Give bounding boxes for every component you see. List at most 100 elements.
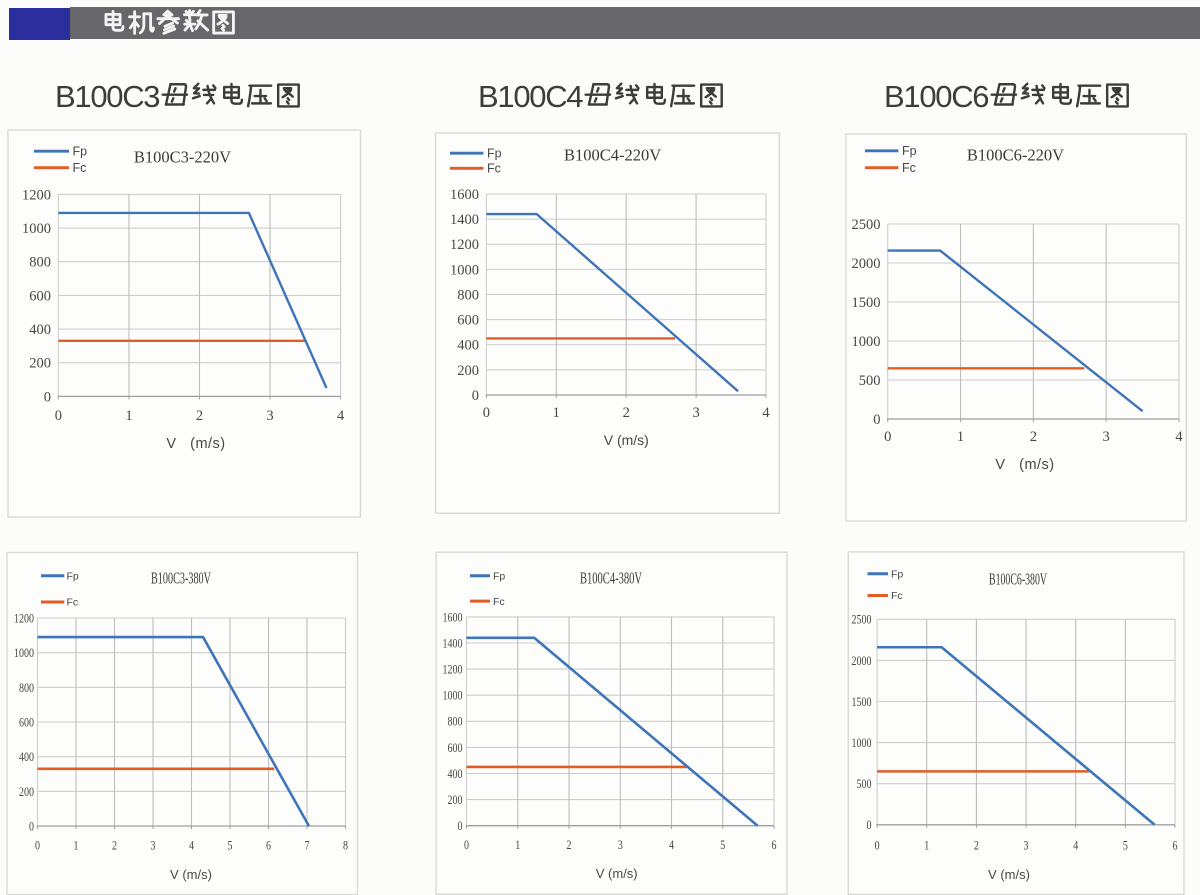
svg-text:0: 0 — [44, 389, 51, 405]
svg-text:800: 800 — [448, 714, 463, 729]
svg-text:V (m/s): V (m/s) — [596, 866, 638, 881]
svg-text:500: 500 — [859, 373, 881, 389]
svg-text:1500: 1500 — [852, 694, 872, 709]
svg-text:1200: 1200 — [450, 237, 479, 253]
svg-text:500: 500 — [857, 776, 872, 791]
svg-text:B100C4: B100C4 — [478, 79, 583, 114]
svg-text:4: 4 — [762, 405, 770, 421]
svg-text:400: 400 — [457, 338, 479, 354]
svg-text:400: 400 — [29, 322, 51, 338]
svg-text:1000: 1000 — [443, 688, 463, 703]
svg-text:V (m/s): V (m/s) — [988, 867, 1030, 882]
svg-text:0: 0 — [873, 412, 880, 428]
svg-text:600: 600 — [448, 740, 463, 755]
svg-text:1200: 1200 — [443, 662, 463, 677]
svg-text:200: 200 — [448, 792, 463, 807]
svg-text:1400: 1400 — [443, 635, 463, 650]
svg-text:Fp: Fp — [67, 570, 79, 582]
svg-text:1: 1 — [924, 838, 929, 853]
svg-text:4: 4 — [1073, 838, 1078, 853]
svg-text:8: 8 — [343, 838, 348, 853]
svg-text:1000: 1000 — [450, 262, 479, 278]
svg-text:B100C6: B100C6 — [884, 79, 988, 114]
svg-text:B100C6-220V: B100C6-220V — [967, 145, 1064, 164]
svg-text:1: 1 — [74, 838, 79, 853]
svg-text:0: 0 — [458, 818, 463, 833]
svg-text:B100C3: B100C3 — [55, 79, 159, 114]
svg-text:4: 4 — [669, 837, 674, 852]
svg-text:0: 0 — [35, 838, 40, 853]
svg-text:0: 0 — [867, 817, 872, 832]
svg-text:0: 0 — [875, 838, 880, 853]
svg-text:1400: 1400 — [450, 212, 479, 228]
svg-text:2: 2 — [623, 405, 630, 421]
svg-text:800: 800 — [457, 287, 479, 303]
svg-text:3: 3 — [266, 408, 273, 424]
svg-text:V (m/s): V (m/s) — [604, 432, 649, 448]
svg-text:200: 200 — [457, 363, 479, 379]
svg-text:3: 3 — [618, 837, 623, 852]
svg-text:1: 1 — [515, 837, 520, 852]
svg-text:V (m/s): V (m/s) — [995, 457, 1054, 473]
svg-text:0: 0 — [884, 429, 891, 445]
svg-text:600: 600 — [457, 313, 479, 329]
svg-text:1: 1 — [957, 429, 964, 445]
svg-text:0: 0 — [29, 818, 34, 833]
svg-text:Fp: Fp — [487, 147, 502, 161]
svg-text:2500: 2500 — [852, 217, 881, 233]
svg-text:5: 5 — [1123, 838, 1128, 853]
svg-text:Fp: Fp — [73, 145, 88, 159]
svg-text:1200: 1200 — [14, 610, 34, 625]
svg-text:1000: 1000 — [852, 334, 881, 350]
svg-text:B100C4-220V: B100C4-220V — [564, 145, 661, 164]
svg-text:Fc: Fc — [902, 161, 916, 175]
svg-text:1: 1 — [125, 408, 132, 424]
svg-text:2: 2 — [112, 838, 117, 853]
svg-text:4: 4 — [337, 408, 345, 424]
svg-text:800: 800 — [19, 680, 34, 695]
svg-text:Fc: Fc — [493, 596, 505, 608]
svg-text:0: 0 — [464, 837, 469, 852]
svg-text:5: 5 — [720, 837, 725, 852]
svg-text:4: 4 — [189, 838, 194, 853]
svg-text:Fp: Fp — [902, 144, 917, 158]
svg-text:V (m/s): V (m/s) — [166, 436, 225, 452]
svg-text:3: 3 — [1103, 429, 1110, 445]
svg-text:600: 600 — [19, 714, 34, 729]
svg-text:1000: 1000 — [14, 645, 34, 660]
svg-text:2500: 2500 — [852, 612, 872, 627]
svg-text:2000: 2000 — [852, 653, 872, 668]
svg-text:6: 6 — [772, 837, 777, 852]
svg-text:7: 7 — [305, 838, 310, 853]
svg-text:400: 400 — [19, 749, 34, 764]
svg-text:800: 800 — [29, 255, 51, 271]
svg-text:1500: 1500 — [852, 295, 881, 311]
svg-text:200: 200 — [19, 784, 34, 799]
svg-text:Fc: Fc — [67, 597, 79, 609]
svg-text:600: 600 — [29, 288, 51, 304]
svg-text:Fc: Fc — [487, 162, 501, 176]
svg-text:2: 2 — [196, 408, 203, 424]
svg-text:2: 2 — [567, 837, 572, 852]
svg-text:1000: 1000 — [22, 221, 51, 237]
svg-text:5: 5 — [228, 838, 233, 853]
svg-text:3: 3 — [692, 405, 699, 421]
svg-text:1000: 1000 — [852, 735, 872, 750]
svg-text:B100C6-380V: B100C6-380V — [989, 570, 1047, 589]
svg-text:V (m/s): V (m/s) — [170, 867, 212, 882]
svg-text:1200: 1200 — [22, 187, 51, 203]
svg-text:6: 6 — [266, 838, 271, 853]
svg-text:1: 1 — [553, 405, 560, 421]
svg-text:1600: 1600 — [450, 187, 479, 203]
svg-text:B100C4-380V: B100C4-380V — [580, 569, 642, 588]
svg-text:1600: 1600 — [443, 609, 463, 624]
svg-text:2000: 2000 — [852, 256, 881, 272]
svg-text:2: 2 — [974, 838, 979, 853]
svg-text:200: 200 — [29, 356, 51, 372]
svg-text:3: 3 — [1024, 838, 1029, 853]
svg-text:B100C3-380V: B100C3-380V — [151, 569, 211, 588]
svg-text:Fc: Fc — [891, 590, 903, 602]
svg-text:B100C3-220V: B100C3-220V — [134, 147, 231, 166]
svg-text:Fp: Fp — [891, 568, 903, 580]
svg-text:0: 0 — [483, 405, 490, 421]
